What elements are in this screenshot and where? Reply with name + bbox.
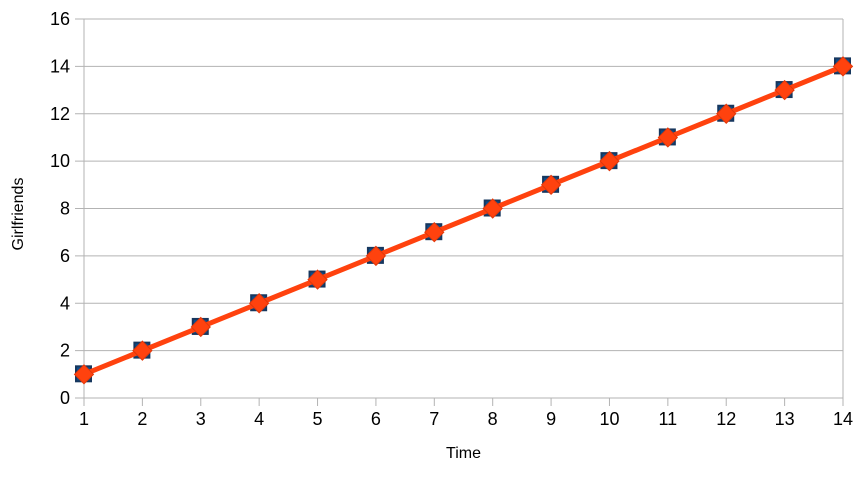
data-point-marker-diamond[interactable] [482, 198, 503, 219]
x-tick-label: 10 [599, 409, 619, 429]
data-point-marker-diamond[interactable] [716, 103, 737, 124]
data-point-marker-diamond[interactable] [73, 364, 95, 385]
y-tick-label: 4 [60, 293, 70, 313]
x-axis-title: Time [446, 445, 481, 462]
x-tick-label: 9 [546, 409, 556, 429]
data-point-marker-diamond[interactable] [657, 127, 679, 148]
data-point-marker-diamond[interactable] [540, 174, 562, 196]
data-point-marker-diamond[interactable] [248, 293, 270, 314]
x-tick-label: 5 [313, 409, 323, 429]
x-tick-label: 12 [716, 409, 736, 429]
y-tick-label: 2 [60, 341, 70, 361]
data-point-marker-diamond[interactable] [774, 79, 795, 101]
data-point-marker-diamond[interactable] [365, 245, 387, 267]
y-tick-label: 12 [50, 104, 70, 124]
x-tick-label: 8 [488, 409, 498, 429]
data-point-marker-diamond[interactable] [832, 56, 854, 77]
data-point-marker-diamond[interactable] [307, 269, 328, 290]
x-tick-label: 2 [137, 409, 147, 429]
y-tick-label: 8 [60, 199, 70, 219]
data-point-marker-diamond[interactable] [424, 221, 445, 243]
data-point-marker-diamond[interactable] [599, 150, 620, 172]
x-tick-label: 6 [371, 409, 381, 429]
y-tick-label: 14 [50, 56, 70, 76]
x-tick-label: 13 [775, 409, 795, 429]
data-point-marker-diamond[interactable] [190, 316, 211, 338]
x-tick-label: 4 [254, 409, 264, 429]
series-line[interactable] [83, 64, 844, 377]
y-tick-label: 6 [60, 246, 70, 266]
x-tick-label: 14 [833, 409, 853, 429]
x-tick-label: 3 [196, 409, 206, 429]
y-tick-label: 10 [50, 151, 70, 171]
y-axis-title: Girlfriends [10, 177, 27, 251]
y-tick-label: 16 [50, 9, 70, 29]
data-point-marker-diamond[interactable] [132, 340, 153, 361]
x-tick-label: 7 [429, 409, 439, 429]
x-tick-label: 1 [79, 409, 89, 429]
y-tick-label: 0 [60, 388, 70, 408]
x-tick-label: 11 [659, 409, 678, 429]
